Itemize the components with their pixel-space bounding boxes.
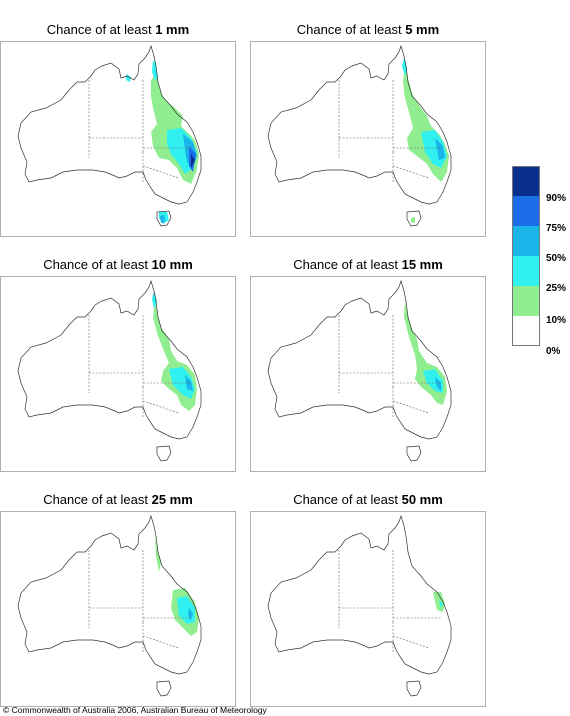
australia-map	[0, 511, 236, 707]
probability-region	[152, 291, 157, 309]
state-borders	[88, 315, 191, 417]
legend-label-50: 50%	[546, 253, 567, 264]
legend-swatch	[512, 226, 540, 256]
probability-region	[435, 377, 441, 391]
legend-swatch	[512, 256, 540, 286]
title-prefix: Chance of at least	[43, 492, 148, 507]
panel-title: Chance of at least 15 mm	[250, 257, 486, 272]
coastline	[267, 44, 452, 205]
coastline	[17, 44, 202, 205]
australia-map	[250, 276, 486, 472]
probability-region	[433, 592, 445, 612]
probability-region	[411, 217, 415, 223]
probability-region	[188, 608, 193, 620]
title-prefix: Chance of at least	[46, 22, 152, 37]
threshold-label: 10 mm	[151, 257, 193, 272]
australia-map	[250, 511, 486, 707]
probability-region	[435, 138, 445, 160]
tasmania-coastline	[156, 445, 172, 462]
threshold-label: 50 mm	[401, 492, 443, 507]
title-prefix: Chance of at least	[296, 22, 402, 37]
australia-map	[250, 41, 486, 237]
copyright-notice: © Commonwealth of Australia 2006, Austra…	[3, 705, 267, 715]
tasmania-coastline	[156, 210, 172, 227]
probability-region	[439, 600, 443, 608]
mainland-fill	[268, 516, 451, 674]
legend-label-25: 25%	[546, 283, 567, 294]
australia-map-svg	[267, 514, 452, 697]
probability-region	[402, 58, 407, 76]
title-prefix: Chance of at least	[43, 257, 148, 272]
panel-title: Chance of at least 10 mm	[0, 257, 236, 272]
tasmania-coastline	[156, 680, 172, 697]
australia-map	[0, 276, 236, 472]
tasmania-coastline	[406, 210, 422, 227]
coastline	[17, 514, 202, 675]
threshold-label: 1 mm	[155, 22, 190, 37]
state-borders	[338, 550, 441, 652]
state-borders	[88, 550, 191, 652]
panel-title: Chance of at least 50 mm	[250, 492, 486, 507]
legend-label-0: 0%	[546, 346, 561, 357]
threshold-label: 15 mm	[401, 257, 443, 272]
probability-legend: 90% 75% 50% 25% 10% 0%	[512, 166, 570, 366]
mainland-fill	[18, 516, 201, 674]
tasmania-coastline	[406, 680, 422, 697]
tasmania-coastline	[406, 445, 422, 462]
title-prefix: Chance of at least	[293, 492, 398, 507]
threshold-label: 5 mm	[405, 22, 440, 37]
australia-map-svg	[17, 279, 202, 462]
panel-title: Chance of at least 25 mm	[0, 492, 236, 507]
state-borders	[338, 80, 441, 182]
australia-map-svg	[17, 514, 202, 697]
panel-title: Chance of at least 5 mm	[250, 22, 486, 37]
australia-map-svg	[267, 44, 452, 227]
state-borders	[338, 315, 441, 417]
title-prefix: Chance of at least	[293, 257, 398, 272]
probability-region	[191, 154, 195, 168]
australia-map	[0, 41, 236, 237]
australia-map-svg	[17, 44, 202, 227]
coastline	[17, 279, 202, 440]
legend-label-90: 90%	[546, 193, 567, 204]
legend-label-10: 10%	[546, 315, 567, 326]
legend-swatch	[512, 286, 540, 316]
probability-region	[155, 536, 161, 572]
legend-swatch	[512, 166, 540, 196]
threshold-label: 25 mm	[151, 492, 193, 507]
legend-swatch	[512, 196, 540, 226]
coastline	[267, 514, 452, 675]
legend-label-75: 75%	[546, 223, 567, 234]
panel-title: Chance of at least 1 mm	[0, 22, 236, 37]
probability-region	[160, 215, 165, 223]
australia-map-svg	[267, 279, 452, 462]
coastline	[267, 279, 452, 440]
legend-swatch	[512, 316, 540, 346]
probability-region	[152, 60, 158, 80]
state-borders	[88, 80, 191, 182]
